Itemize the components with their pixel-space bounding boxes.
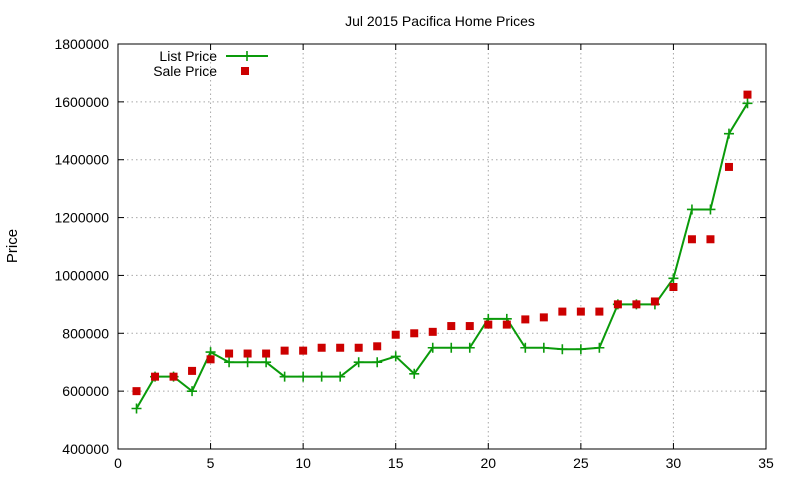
- y-tick-label: 1800000: [54, 36, 109, 52]
- sale-price-point: [373, 342, 382, 351]
- sale-price-point: [336, 343, 345, 352]
- sale-price-point: [576, 307, 585, 316]
- sale-price-point: [539, 313, 548, 322]
- x-tick-label: 10: [295, 455, 311, 471]
- plot-border: [117, 43, 767, 450]
- list-price-point: [372, 357, 383, 368]
- x-tick-label: 35: [758, 455, 774, 471]
- list-price-point: [464, 342, 475, 353]
- sale-price-point: [280, 346, 289, 355]
- y-axis-label: Price: [4, 229, 21, 263]
- list-price-point: [242, 357, 253, 368]
- sale-price-point: [132, 387, 141, 396]
- list-price-point: [316, 371, 327, 382]
- legend-label-list-price: List Price: [159, 48, 217, 64]
- list-price-point: [520, 342, 531, 353]
- legend-label-sale-price: Sale Price: [153, 63, 217, 79]
- list-price-point: [353, 357, 364, 368]
- list-price-point: [594, 342, 605, 353]
- y-tick-label: 1000000: [54, 267, 109, 283]
- sale-price-point: [558, 307, 567, 316]
- sale-price-point: [447, 322, 456, 331]
- list-price-point: [427, 342, 438, 353]
- y-tick-label: 1400000: [54, 152, 109, 168]
- sale-price-point: [743, 90, 752, 99]
- sale-price-point: [706, 235, 715, 244]
- sale-price-point: [188, 366, 197, 375]
- list-price-point: [224, 357, 235, 368]
- x-tick-label: 20: [480, 455, 496, 471]
- sale-price-point: [317, 343, 326, 352]
- sale-price-point: [687, 235, 696, 244]
- list-price-point: [131, 403, 142, 414]
- sale-price-point: [299, 346, 308, 355]
- list-price-line: [135, 102, 749, 410]
- sale-price-point: [151, 372, 160, 381]
- sale-price-point: [484, 320, 493, 329]
- list-price-point: [668, 273, 679, 284]
- list-price-point: [575, 344, 586, 355]
- sale-price-point: [225, 349, 234, 358]
- series-list-price: [131, 98, 753, 414]
- sale-price-point: [410, 329, 419, 338]
- list-price-point: [279, 371, 290, 382]
- list-price-point: [187, 386, 198, 397]
- sale-price-point: [169, 372, 178, 381]
- list-price-point: [538, 342, 549, 353]
- list-price-point: [335, 371, 346, 382]
- sale-price-point: [613, 300, 622, 309]
- legend: List Price Sale Price: [153, 48, 268, 79]
- sale-price-point: [465, 322, 474, 331]
- list-price-point: [446, 342, 457, 353]
- legend-marker-sale-price: [241, 67, 249, 75]
- y-tick-label: 800000: [62, 325, 109, 341]
- sale-price-point: [632, 300, 641, 309]
- x-tick-label: 0: [114, 455, 122, 471]
- series-layer: [131, 90, 753, 414]
- list-price-point: [390, 351, 401, 362]
- x-tick-label: 25: [573, 455, 589, 471]
- list-price-point: [298, 371, 309, 382]
- x-tick-label: 15: [388, 455, 404, 471]
- list-price-point: [686, 204, 697, 215]
- sale-price-point: [502, 320, 511, 329]
- y-tick-label: 1600000: [54, 94, 109, 110]
- list-price-point: [705, 204, 716, 215]
- sale-price-point: [428, 327, 437, 336]
- sale-price-point: [650, 297, 659, 306]
- sale-price-point: [669, 283, 678, 291]
- sale-price-point: [206, 355, 215, 364]
- sale-price-point: [391, 330, 400, 339]
- y-tick-label: 1200000: [54, 210, 109, 226]
- x-tick-label: 5: [207, 455, 215, 471]
- series-sale-price: [132, 90, 752, 396]
- sale-price-point: [595, 307, 604, 316]
- legend-marker-list-price: [242, 51, 252, 61]
- sale-price-point: [521, 315, 530, 324]
- sale-price-point: [262, 349, 271, 358]
- list-price-point: [723, 128, 734, 139]
- chart-title: Jul 2015 Pacifica Home Prices: [345, 13, 535, 29]
- x-tick-label: 30: [666, 455, 682, 471]
- y-tick-label: 600000: [62, 383, 109, 399]
- sale-price-point: [724, 162, 733, 171]
- list-price-point: [261, 357, 272, 368]
- sale-price-point: [243, 349, 252, 358]
- sale-price-point: [354, 343, 363, 352]
- y-tick-label: 400000: [62, 441, 109, 457]
- list-price-point: [742, 98, 753, 109]
- list-price-point: [557, 344, 568, 355]
- list-price-point: [409, 368, 420, 379]
- axis-ticks: 0 5 10 15 20 25 30 35 400000 600000 800000 1000000 1…: [54, 36, 774, 471]
- grid: [118, 44, 766, 449]
